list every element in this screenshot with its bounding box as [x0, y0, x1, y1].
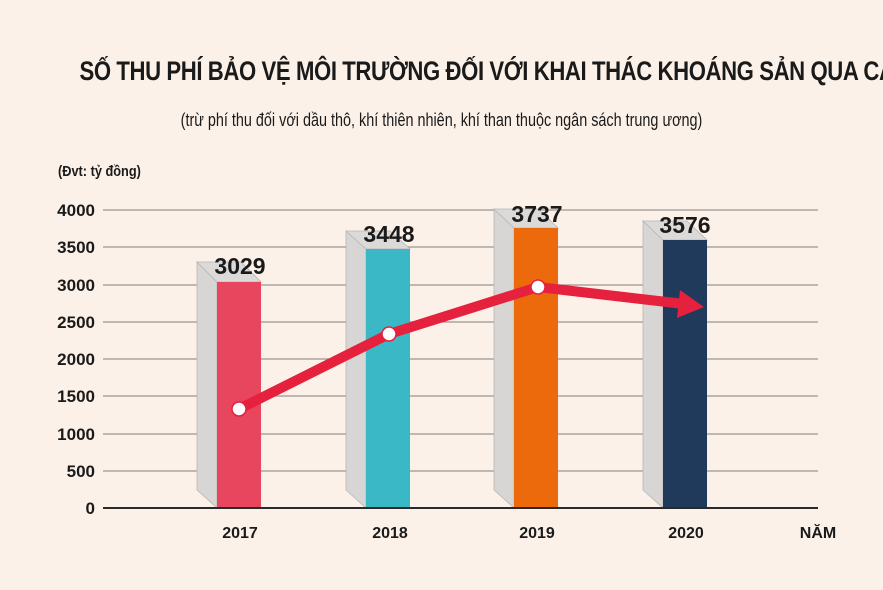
y-tick: 2000	[57, 350, 95, 369]
y-tick: 0	[86, 499, 95, 518]
bar-2018: 3448	[344, 221, 415, 509]
bar-2020: 3576	[641, 212, 711, 509]
bar-2019: 3737	[492, 201, 563, 509]
x-tick: 2019	[519, 525, 555, 542]
y-tick: 1000	[57, 425, 95, 444]
trend-point	[381, 326, 397, 342]
y-tick: 2500	[57, 313, 95, 332]
y-tick: 3000	[57, 276, 95, 295]
bar-value: 3737	[511, 201, 562, 227]
bar-value: 3029	[214, 253, 265, 279]
trend-arrow	[231, 279, 704, 417]
x-tick: 2017	[222, 525, 258, 542]
trend-point	[530, 279, 546, 295]
y-tick: 4000	[57, 201, 95, 220]
x-tick: 2018	[372, 525, 408, 542]
x-axis-title: NĂM	[800, 523, 836, 542]
chart-title: SỐ THU PHÍ BẢO VỆ MÔI TRƯỜNG ĐỐI VỚI KHA…	[79, 56, 883, 86]
y-tick: 1500	[57, 387, 95, 406]
y-tick: 3500	[57, 238, 95, 257]
bar-2017: 3029	[196, 253, 266, 509]
y-tick: 500	[67, 462, 95, 481]
y-axis-labels: 4000 3500 3000 2500 2000 1500 1000 500 0	[57, 201, 95, 518]
bar-value: 3576	[659, 212, 710, 238]
x-tick: 2020	[668, 525, 704, 542]
unit-label: (Đvt: tỷ đồng)	[58, 163, 141, 180]
trend-point	[231, 401, 247, 417]
chart-subtitle: (trừ phí thu đối với dầu thô, khí thiên …	[180, 110, 703, 130]
bar-value: 3448	[363, 221, 414, 247]
x-axis-labels: 2017 2018 2019 2020 NĂM	[222, 523, 836, 542]
